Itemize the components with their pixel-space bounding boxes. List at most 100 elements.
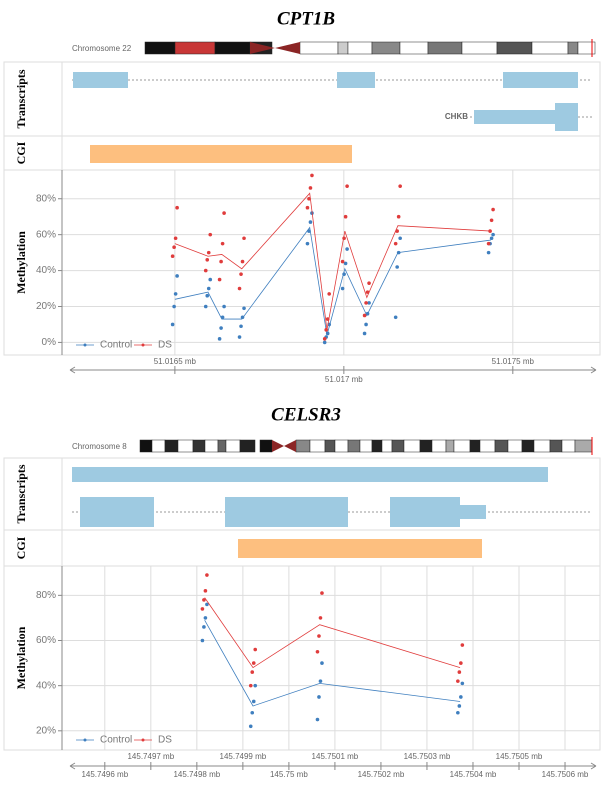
data-point xyxy=(205,293,210,298)
data-point xyxy=(362,331,367,336)
data-point xyxy=(222,304,226,309)
x-tick-label: 145.7496 mb xyxy=(81,770,128,779)
data-point xyxy=(250,670,255,674)
chrom-band xyxy=(347,439,361,453)
x-tick-label: 51.0175 mb xyxy=(492,357,535,366)
data-point xyxy=(345,184,349,188)
y-tick-label: 40% xyxy=(36,680,56,691)
data-point xyxy=(172,245,176,250)
data-point xyxy=(239,324,243,329)
mean-line xyxy=(204,597,461,669)
data-point xyxy=(200,607,205,611)
exon xyxy=(337,72,375,88)
y-tick-label: 40% xyxy=(36,265,56,276)
x-tick-label: 145.75 mb xyxy=(270,770,308,779)
track-label: CGI xyxy=(14,141,28,164)
data-point xyxy=(242,236,246,241)
chrom-band xyxy=(461,41,498,55)
chrom-band xyxy=(324,439,336,453)
data-point xyxy=(317,634,321,638)
data-point xyxy=(173,292,178,296)
chrom-band xyxy=(192,439,206,453)
x-tick-label: 51.0165 mb xyxy=(154,357,197,366)
data-point xyxy=(315,717,320,722)
chrom-band xyxy=(144,41,176,55)
exon xyxy=(225,497,348,527)
y-tick-label: 80% xyxy=(36,193,56,204)
data-point xyxy=(308,186,313,190)
chrom-band xyxy=(574,439,593,453)
chrom-band xyxy=(419,439,433,453)
exon xyxy=(555,103,578,131)
data-point xyxy=(170,322,175,327)
legend-swatch xyxy=(83,738,87,742)
legend-swatch xyxy=(83,343,87,347)
data-point xyxy=(343,261,348,266)
exon xyxy=(72,467,548,482)
data-point xyxy=(202,625,206,629)
chromosome-label: Chromosome 22 xyxy=(72,44,132,53)
track-frame xyxy=(3,565,601,751)
chrom-band xyxy=(204,439,219,453)
gene-label: CHKB xyxy=(445,112,468,121)
chrom-band xyxy=(371,41,401,55)
chrom-band xyxy=(561,439,576,453)
data-point xyxy=(217,277,222,282)
chrom-band xyxy=(309,439,326,453)
data-point xyxy=(456,679,460,683)
centromere xyxy=(272,440,296,452)
mean-line xyxy=(204,619,461,707)
chrom-band xyxy=(494,439,509,453)
legend-label: DS xyxy=(158,340,172,351)
data-point xyxy=(318,679,323,683)
chrom-band xyxy=(359,439,373,453)
chrom-band xyxy=(399,41,429,55)
chrom-band xyxy=(391,439,405,453)
data-point xyxy=(489,218,494,223)
exon xyxy=(390,497,460,527)
data-point xyxy=(317,695,321,699)
data-point xyxy=(237,335,242,339)
data-point xyxy=(248,724,253,729)
data-point xyxy=(367,281,371,285)
data-point xyxy=(340,286,345,291)
chrom-band xyxy=(174,41,216,55)
chrom-band xyxy=(139,439,153,453)
y-tick-label: 80% xyxy=(36,590,56,601)
chrom-band xyxy=(549,439,563,453)
chrom-band xyxy=(151,439,166,453)
data-point xyxy=(203,304,208,309)
data-point xyxy=(320,661,324,665)
legend-label: Control xyxy=(100,340,132,351)
track-label: Transcripts xyxy=(14,69,28,128)
data-point xyxy=(310,173,314,178)
y-tick-label: 60% xyxy=(36,635,56,646)
data-point xyxy=(248,683,253,688)
chrom-band xyxy=(259,439,273,453)
chrom-band xyxy=(217,439,227,453)
chrom-band xyxy=(427,41,463,55)
data-point xyxy=(398,184,402,188)
data-point xyxy=(251,699,256,704)
data-point xyxy=(202,598,206,602)
data-point xyxy=(345,247,349,251)
data-point xyxy=(208,277,213,282)
data-point xyxy=(367,301,371,305)
data-point xyxy=(457,670,462,674)
chrom-band xyxy=(371,439,383,453)
data-point xyxy=(208,232,213,237)
data-point xyxy=(327,292,331,296)
data-point xyxy=(398,236,402,241)
chrom-band xyxy=(225,439,241,453)
data-point xyxy=(322,340,327,345)
legend-label: Control xyxy=(100,735,132,746)
track-label: Transcripts xyxy=(14,464,28,523)
chrom-band xyxy=(507,439,523,453)
x-tick-label: 145.7497 mb xyxy=(127,752,174,761)
data-point xyxy=(459,661,463,665)
data-point xyxy=(217,337,222,341)
genome-axis xyxy=(69,762,597,770)
chrom-band xyxy=(445,439,455,453)
data-point xyxy=(237,286,242,291)
